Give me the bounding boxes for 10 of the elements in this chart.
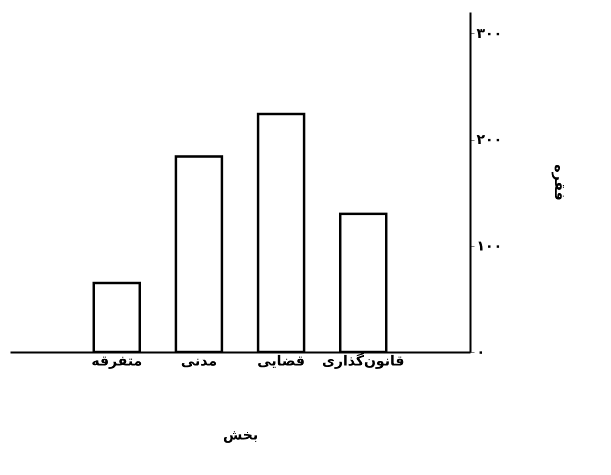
y-axis-title: فقره (551, 164, 568, 201)
x-axis-title: بخش (222, 428, 258, 444)
x-tick-label: قانون‌گذاری (322, 352, 404, 370)
y-tick-label: ۲۰۰ (476, 132, 502, 148)
y-tick-label: ۱۰۰ (476, 238, 502, 254)
y-tick-label: ۳۰۰ (476, 26, 502, 42)
x-tick-label: مدنی (180, 354, 218, 370)
y-tick-label: ۰ (476, 344, 486, 360)
x-tick-label: قضایی (257, 354, 305, 370)
x-tick-label: متفرقه (91, 354, 142, 370)
